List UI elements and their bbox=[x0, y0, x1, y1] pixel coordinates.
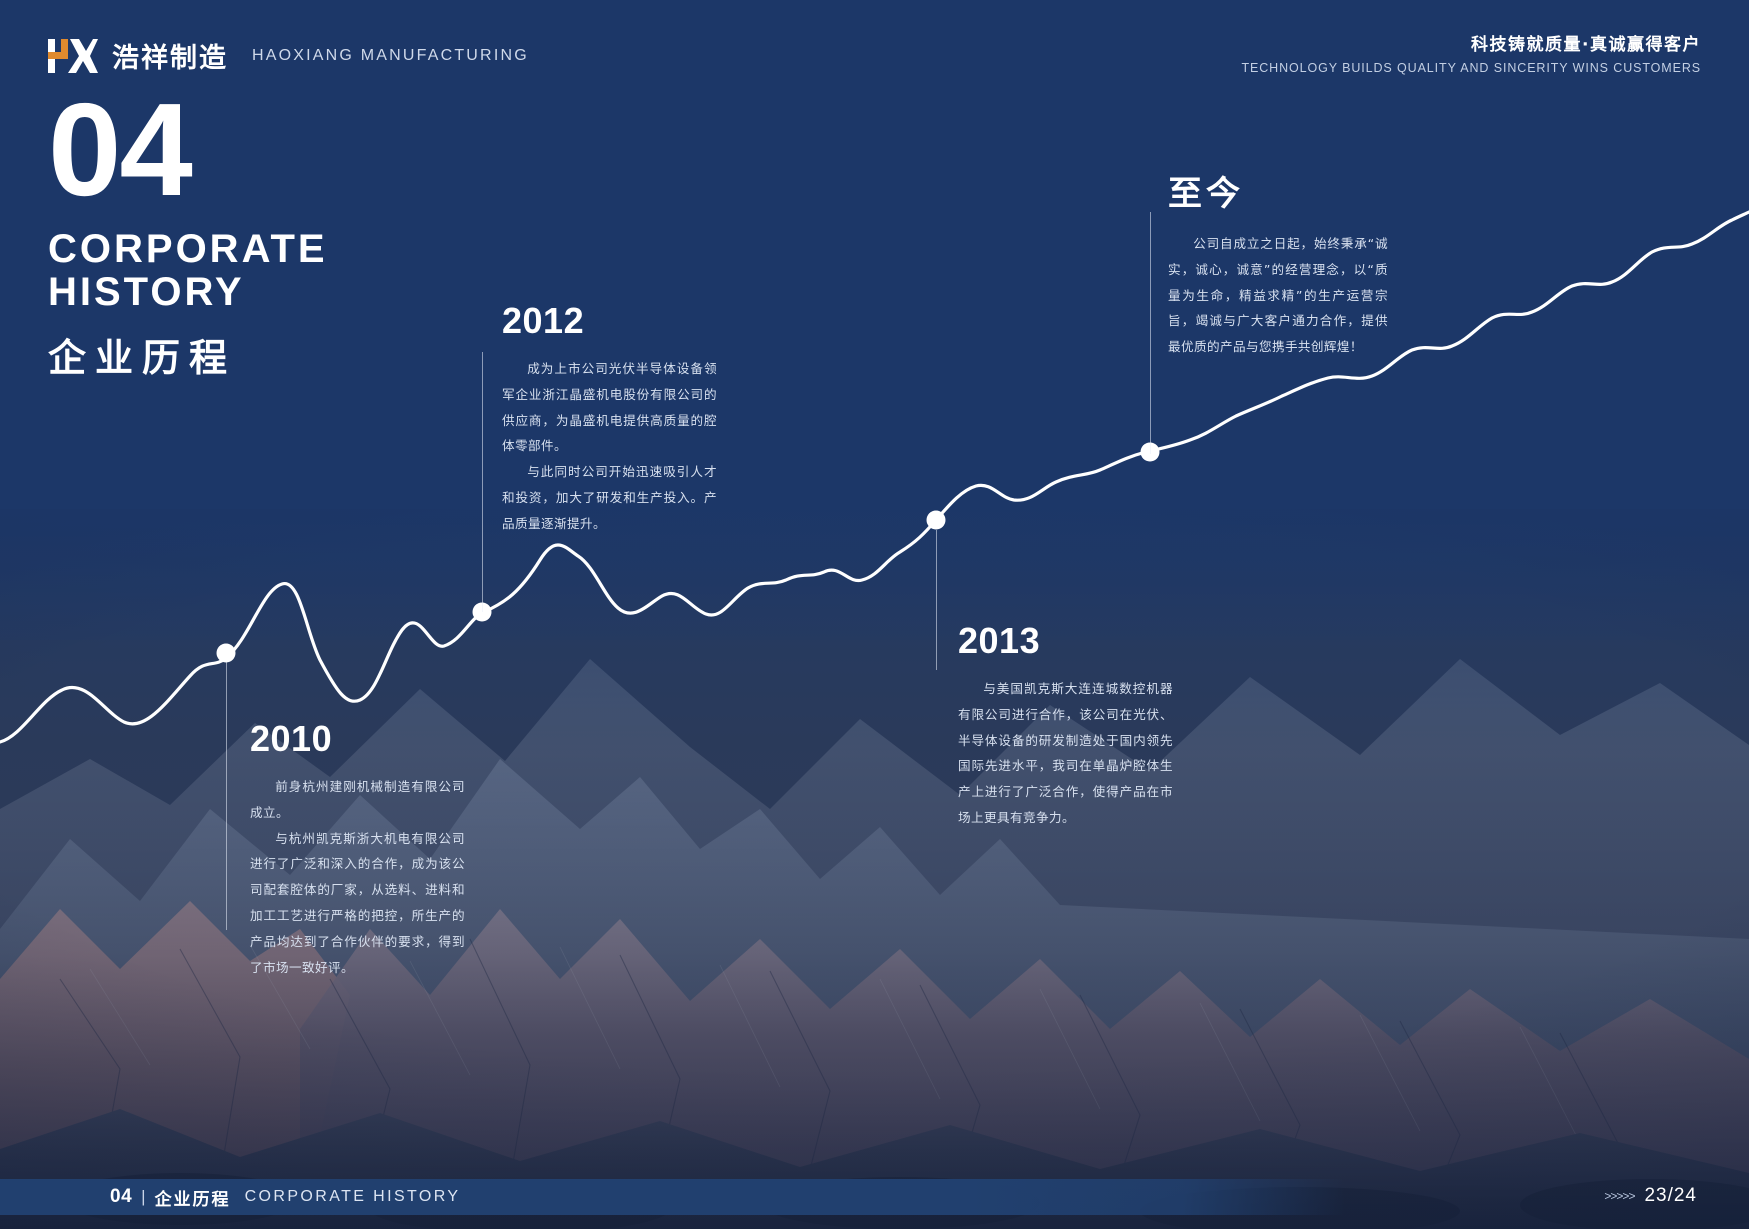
milestone-present-para-1: 公司自成立之日起，始终秉承“诚实，诚心，诚意”的经营理念，以“质量为生命，精益求… bbox=[1168, 236, 1388, 355]
milestone-2013-year: 2013 bbox=[958, 620, 1041, 661]
milestone-2012-para-2: 与此同时公司开始迅速吸引人才和投资，加大了研发和生产投入。产品质量逐渐提升。 bbox=[502, 464, 717, 531]
footer-english: CORPORATE HISTORY bbox=[244, 1188, 461, 1205]
milestone-2010-year: 2010 bbox=[250, 718, 333, 759]
milestone-2012-body: 成为上市公司光伏半导体设备领军企业浙江晶盛机电股份有限公司的供应商，为晶盛机电提… bbox=[502, 356, 717, 537]
milestone-2013-body: 与美国凯克斯大连连城数控机器有限公司进行合作，该公司在光伏、半导体设备的研发制造… bbox=[958, 676, 1173, 831]
title-english: CORPORATE HISTORY bbox=[48, 227, 328, 315]
header-tagline: 科技铸就质量·真诚赢得客户 TECHNOLOGY BUILDS QUALITY … bbox=[1241, 30, 1701, 75]
tagline-english: TECHNOLOGY BUILDS QUALITY AND SINCERITY … bbox=[1241, 61, 1701, 75]
stem-2012-up bbox=[482, 352, 483, 612]
title-chinese: 企业历程 bbox=[48, 335, 237, 380]
milestone-2010: 2010 前身杭州建刚机械制造有限公司成立。 与杭州凯克斯浙大机电有限公司进行了… bbox=[250, 718, 465, 981]
milestone-present-body: 公司自成立之日起，始终秉承“诚实，诚心，诚意”的经营理念，以“质量为生命，精益求… bbox=[1168, 231, 1388, 360]
logo-english-name: HAOXIANG MANUFACTURING bbox=[252, 46, 529, 64]
section-number: 04 bbox=[48, 76, 193, 223]
page-title: 04 CORPORATE HISTORY 企业历程 bbox=[48, 76, 328, 382]
milestone-2012: 2012 成为上市公司光伏半导体设备领军企业浙江晶盛机电股份有限公司的供应商，为… bbox=[502, 300, 717, 537]
brand-logo: 浩祥制造 HAOXIANG MANUFACTURING bbox=[48, 36, 529, 75]
title-english-line1: CORPORATE bbox=[48, 227, 328, 272]
pager-number: 23/24 bbox=[1644, 1185, 1697, 1206]
milestone-2013-para-1: 与美国凯克斯大连连城数控机器有限公司进行合作，该公司在光伏、半导体设备的研发制造… bbox=[958, 681, 1173, 826]
footer-chinese: 企业历程 bbox=[154, 1189, 231, 1210]
tagline-chinese: 科技铸就质量·真诚赢得客户 bbox=[1471, 35, 1701, 55]
footer-separator: | bbox=[141, 1187, 146, 1206]
stem-2010 bbox=[226, 662, 227, 930]
milestone-present: 至今 公司自成立之日起，始终秉承“诚实，诚心，诚意”的经营理念，以“质量为生命，… bbox=[1168, 166, 1388, 360]
footer-bar: 04 | 企业历程 CORPORATE HISTORY bbox=[0, 1179, 1345, 1215]
stem-2013 bbox=[936, 530, 937, 670]
footer-section-number: 04 bbox=[110, 1186, 133, 1207]
milestone-2013: 2013 与美国凯克斯大连连城数控机器有限公司进行合作，该公司在光伏、半导体设备… bbox=[958, 620, 1173, 831]
page-indicator: >>>>> 23/24 bbox=[1604, 1185, 1697, 1207]
milestone-present-year: 至今 bbox=[1168, 174, 1244, 214]
milestone-2010-para-2: 与杭州凯克斯浙大机电有限公司进行了广泛和深入的合作，成为该公司配套腔体的厂家，从… bbox=[250, 830, 465, 975]
milestone-2012-para-1: 成为上市公司光伏半导体设备领军企业浙江晶盛机电股份有限公司的供应商，为晶盛机电提… bbox=[502, 361, 717, 454]
hx-logo-icon bbox=[48, 38, 98, 73]
stem-present bbox=[1150, 212, 1151, 454]
milestone-2010-para-1: 前身杭州建刚机械制造有限公司成立。 bbox=[250, 779, 465, 820]
milestone-2012-year: 2012 bbox=[502, 300, 585, 341]
logo-chinese-name: 浩祥制造 bbox=[112, 43, 228, 74]
hx-monogram-icon bbox=[48, 37, 98, 75]
milestone-2010-body: 前身杭州建刚机械制造有限公司成立。 与杭州凯克斯浙大机电有限公司进行了广泛和深入… bbox=[250, 774, 465, 981]
title-english-line2: HISTORY bbox=[48, 270, 245, 315]
pager-arrows-icon: >>>>> bbox=[1604, 1189, 1635, 1203]
